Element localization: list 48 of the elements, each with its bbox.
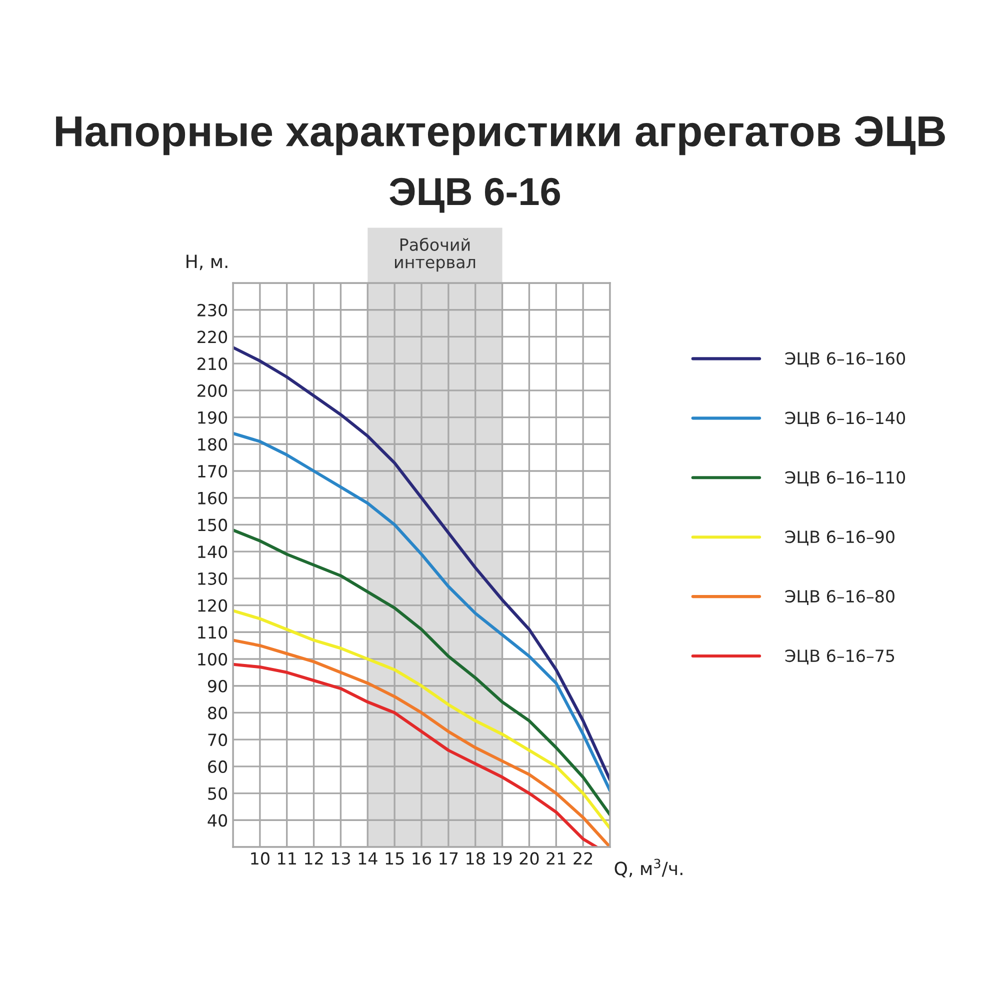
y-tick-label: 60 [208, 760, 228, 773]
y-tick-label: 110 [198, 626, 228, 639]
legend-label: ЭЦВ 6–16–90 [785, 530, 894, 546]
x-tick-label: 17 [440, 852, 458, 865]
x-tick-label: 13 [332, 852, 350, 865]
y-tick-label: 120 [198, 599, 228, 612]
y-tick-label: 100 [198, 652, 228, 666]
x-tick-label: 11 [278, 852, 296, 865]
x-tick-label: 18 [466, 852, 485, 865]
chart-subtitle: ЭЦВ 6-16 [390, 178, 560, 213]
y-tick-label: 140 [198, 546, 228, 558]
y-tick-label: 150 [198, 518, 228, 532]
x-tick-label: 10 [251, 852, 270, 865]
y-tick-label: 190 [198, 411, 228, 424]
line-series [233, 432, 610, 792]
y-tick-label: 90 [208, 680, 228, 692]
y-tick-label: 80 [208, 706, 228, 720]
y-tick-label: 210 [198, 358, 228, 370]
x-tick-label: 15 [386, 852, 404, 865]
y-tick-label: 170 [198, 464, 228, 478]
x-tick-label: 22 [574, 852, 592, 865]
line-series [233, 346, 610, 782]
y-tick-label: 70 [208, 734, 228, 746]
y-tick-label: 50 [208, 787, 228, 800]
y-tick-label: 200 [198, 384, 228, 397]
y-tick-label: 40 [208, 814, 228, 827]
legend-label: ЭЦВ 6–16–80 [785, 590, 894, 606]
legend-label: ЭЦВ 6–16–75 [785, 649, 894, 664]
x-axis-title: Q, м$^{3}$/ч. [614, 858, 682, 878]
line-series [233, 609, 610, 830]
chart-title: Напорные характеристики агрегатов ЭЦВ [56, 116, 945, 156]
y-tick-label: 130 [198, 572, 228, 585]
x-tick-label: 14 [358, 852, 378, 865]
x-tick-label: 20 [520, 852, 539, 865]
line-series [233, 528, 610, 816]
legend-label: ЭЦВ 6–16–140 [785, 412, 906, 427]
legend-label: ЭЦВ 6–16–110 [785, 471, 906, 486]
y-tick-label: 230 [198, 304, 228, 316]
band-label: Рабочий интервал [394, 238, 476, 272]
y-tick-label: 180 [198, 438, 228, 451]
y-tick-label: 220 [198, 330, 228, 344]
x-tick-label: 21 [546, 852, 566, 865]
y-tick-label: 160 [198, 492, 228, 504]
x-tick-label: 12 [305, 852, 323, 865]
legend-label: ЭЦВ 6–16–160 [785, 352, 906, 368]
x-tick-label: 19 [494, 852, 512, 865]
y-axis-title: H, м. [186, 254, 228, 270]
x-tick-label: 16 [412, 852, 432, 865]
